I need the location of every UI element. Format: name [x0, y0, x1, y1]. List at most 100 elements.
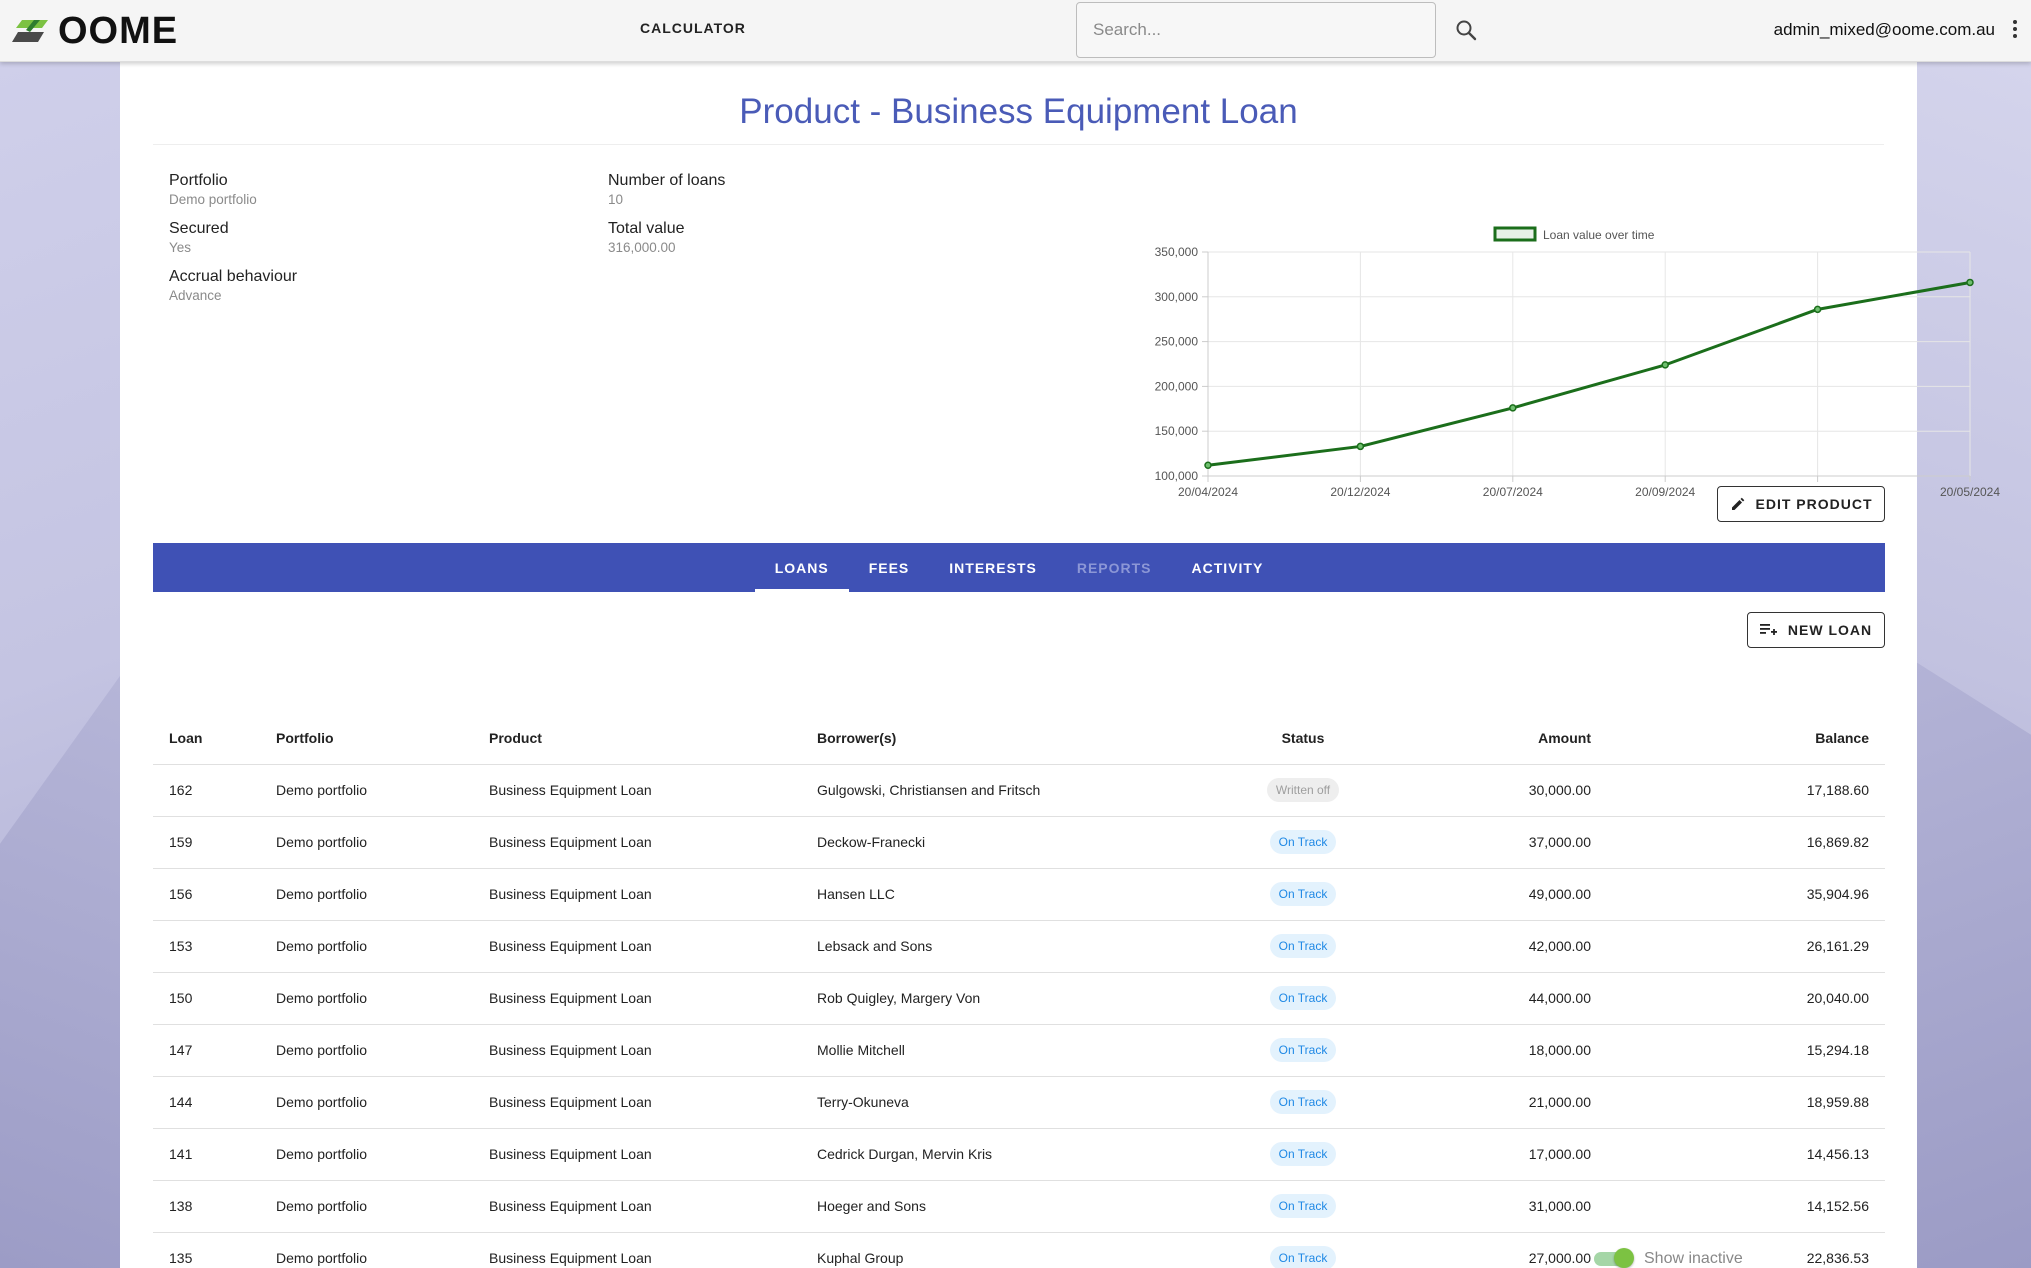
cell-status: On Track: [1221, 920, 1385, 973]
cell-loan: 162: [153, 764, 260, 817]
cell-status: On Track: [1221, 1180, 1385, 1233]
logo[interactable]: OOME: [12, 8, 178, 54]
cell-status: On Track: [1221, 1232, 1385, 1268]
search-field[interactable]: [1076, 2, 1436, 58]
x-tick-label: 20/12/2024: [1330, 485, 1390, 499]
cell-product: Business Equipment Loan: [473, 1076, 801, 1129]
data-point: [1204, 461, 1212, 469]
search-icon[interactable]: [1452, 16, 1482, 46]
cell-product: Business Equipment Loan: [473, 816, 801, 869]
product-tabs: LOANS FEES INTERESTS REPORTS ACTIVITY: [153, 543, 1885, 592]
table-row[interactable]: 138 Demo portfolio Business Equipment Lo…: [153, 1180, 1885, 1233]
y-tick-label: 100,000: [1155, 469, 1199, 483]
tab-interests[interactable]: INTERESTS: [949, 559, 1037, 576]
accrual-info: Accrual behaviour Advance: [169, 268, 297, 303]
col-header-loan[interactable]: Loan: [153, 712, 260, 765]
cell-portfolio: Demo portfolio: [260, 1232, 473, 1268]
tab-fees[interactable]: FEES: [868, 559, 910, 576]
table-row[interactable]: 150 Demo portfolio Business Equipment Lo…: [153, 972, 1885, 1025]
cell-balance: 18,959.88: [1607, 1076, 1885, 1129]
portfolio-info: Portfolio Demo portfolio: [169, 172, 257, 207]
new-loan-button[interactable]: NEW LOAN: [1747, 612, 1885, 648]
status-badge: On Track: [1269, 1038, 1337, 1062]
series-line: [1207, 280, 1971, 467]
num-loans-label: Number of loans: [608, 172, 726, 189]
show-inactive-toggle[interactable]: Show inactive: [1594, 1248, 1743, 1268]
cell-loan: 147: [153, 1024, 260, 1077]
accrual-label: Accrual behaviour: [169, 268, 298, 285]
cell-status: On Track: [1221, 816, 1385, 869]
cell-portfolio: Demo portfolio: [260, 920, 473, 973]
secured-value: Yes: [169, 240, 192, 255]
col-header-amount[interactable]: Amount: [1385, 712, 1607, 765]
top-app-bar: OOME CALCULATOR admin_mixed@oome.com.au: [0, 0, 2031, 62]
cell-borrowers: Mollie Mitchell: [801, 1024, 1221, 1077]
more-vert-icon[interactable]: [2007, 18, 2023, 44]
search-input[interactable]: [1077, 3, 1435, 57]
nav-calculator-link[interactable]: CALCULATOR: [640, 20, 746, 36]
cell-product: Business Equipment Loan: [473, 764, 801, 817]
table-row[interactable]: 144 Demo portfolio Business Equipment Lo…: [153, 1076, 1885, 1129]
cell-portfolio: Demo portfolio: [260, 1180, 473, 1233]
secured-label: Secured: [169, 220, 229, 237]
table-row[interactable]: 153 Demo portfolio Business Equipment Lo…: [153, 920, 1885, 973]
cell-portfolio: Demo portfolio: [260, 972, 473, 1025]
cell-portfolio: Demo portfolio: [260, 764, 473, 817]
status-badge: On Track: [1269, 882, 1337, 906]
table-row[interactable]: 159 Demo portfolio Business Equipment Lo…: [153, 816, 1885, 869]
status-badge: On Track: [1269, 1142, 1337, 1166]
col-header-balance[interactable]: Balance: [1607, 712, 1885, 765]
edit-product-button[interactable]: EDIT PRODUCT: [1717, 486, 1885, 522]
col-header-product[interactable]: Product: [473, 712, 801, 765]
cell-balance: 26,161.29: [1607, 920, 1885, 973]
cell-status: On Track: [1221, 868, 1385, 921]
cell-balance: 17,188.60: [1607, 764, 1885, 817]
table-header-row: Loan Portfolio Product Borrower(s) Statu…: [153, 712, 1885, 765]
cell-borrowers: Kuphal Group: [801, 1232, 1221, 1268]
table-row[interactable]: 162 Demo portfolio Business Equipment Lo…: [153, 764, 1885, 817]
cell-amount: 31,000.00: [1385, 1180, 1607, 1233]
cell-borrowers: Deckow-Franecki: [801, 816, 1221, 869]
cell-balance: 15,294.18: [1607, 1024, 1885, 1077]
data-point: [1966, 278, 1974, 287]
col-header-status[interactable]: Status: [1221, 712, 1385, 765]
cell-amount: 30,000.00: [1385, 764, 1607, 817]
cell-borrowers: Terry-Okuneva: [801, 1076, 1221, 1129]
cell-portfolio: Demo portfolio: [260, 1076, 473, 1129]
show-inactive-label: Show inactive: [1644, 1250, 1743, 1267]
cell-status: On Track: [1221, 1076, 1385, 1129]
table-row[interactable]: 141 Demo portfolio Business Equipment Lo…: [153, 1128, 1885, 1181]
table-row[interactable]: 147 Demo portfolio Business Equipment Lo…: [153, 1024, 1885, 1077]
col-header-borrowers[interactable]: Borrower(s): [801, 712, 1221, 765]
table-row[interactable]: 156 Demo portfolio Business Equipment Lo…: [153, 868, 1885, 921]
cell-product: Business Equipment Loan: [473, 1024, 801, 1077]
toggle-switch[interactable]: [1594, 1248, 1634, 1268]
portfolio-label: Portfolio: [169, 172, 228, 189]
secured-info: Secured Yes: [169, 220, 229, 255]
pencil-icon: [1731, 497, 1744, 510]
tab-activity[interactable]: ACTIVITY: [1191, 559, 1264, 576]
playlist-add-icon: [1759, 624, 1777, 635]
cell-amount: 37,000.00: [1385, 816, 1607, 869]
cell-amount: 42,000.00: [1385, 920, 1607, 973]
user-email[interactable]: admin_mixed@oome.com.au: [1773, 20, 1995, 39]
cell-borrowers: Rob Quigley, Margery Von: [801, 972, 1221, 1025]
cell-amount: 44,000.00: [1385, 972, 1607, 1025]
status-badge: On Track: [1269, 1194, 1337, 1218]
cell-loan: 159: [153, 816, 260, 869]
cell-status: On Track: [1221, 972, 1385, 1025]
cell-loan: 141: [153, 1128, 260, 1181]
cell-balance: 22,836.53: [1607, 1232, 1885, 1268]
cell-status: On Track: [1221, 1024, 1385, 1077]
cell-borrowers: Hansen LLC: [801, 868, 1221, 921]
status-badge: Written off: [1266, 778, 1340, 802]
total-value-info: Total value 316,000.00: [608, 220, 685, 255]
cell-product: Business Equipment Loan: [473, 972, 801, 1025]
y-tick-label: 200,000: [1155, 379, 1199, 393]
x-tick-label: 20/09/2024: [1635, 485, 1695, 499]
table-row[interactable]: 135 Demo portfolio Business Equipment Lo…: [153, 1232, 1885, 1268]
tab-loans[interactable]: LOANS: [754, 543, 849, 592]
col-header-portfolio[interactable]: Portfolio: [260, 712, 473, 765]
title-divider: [153, 144, 1884, 145]
y-tick-label: 350,000: [1155, 245, 1199, 259]
